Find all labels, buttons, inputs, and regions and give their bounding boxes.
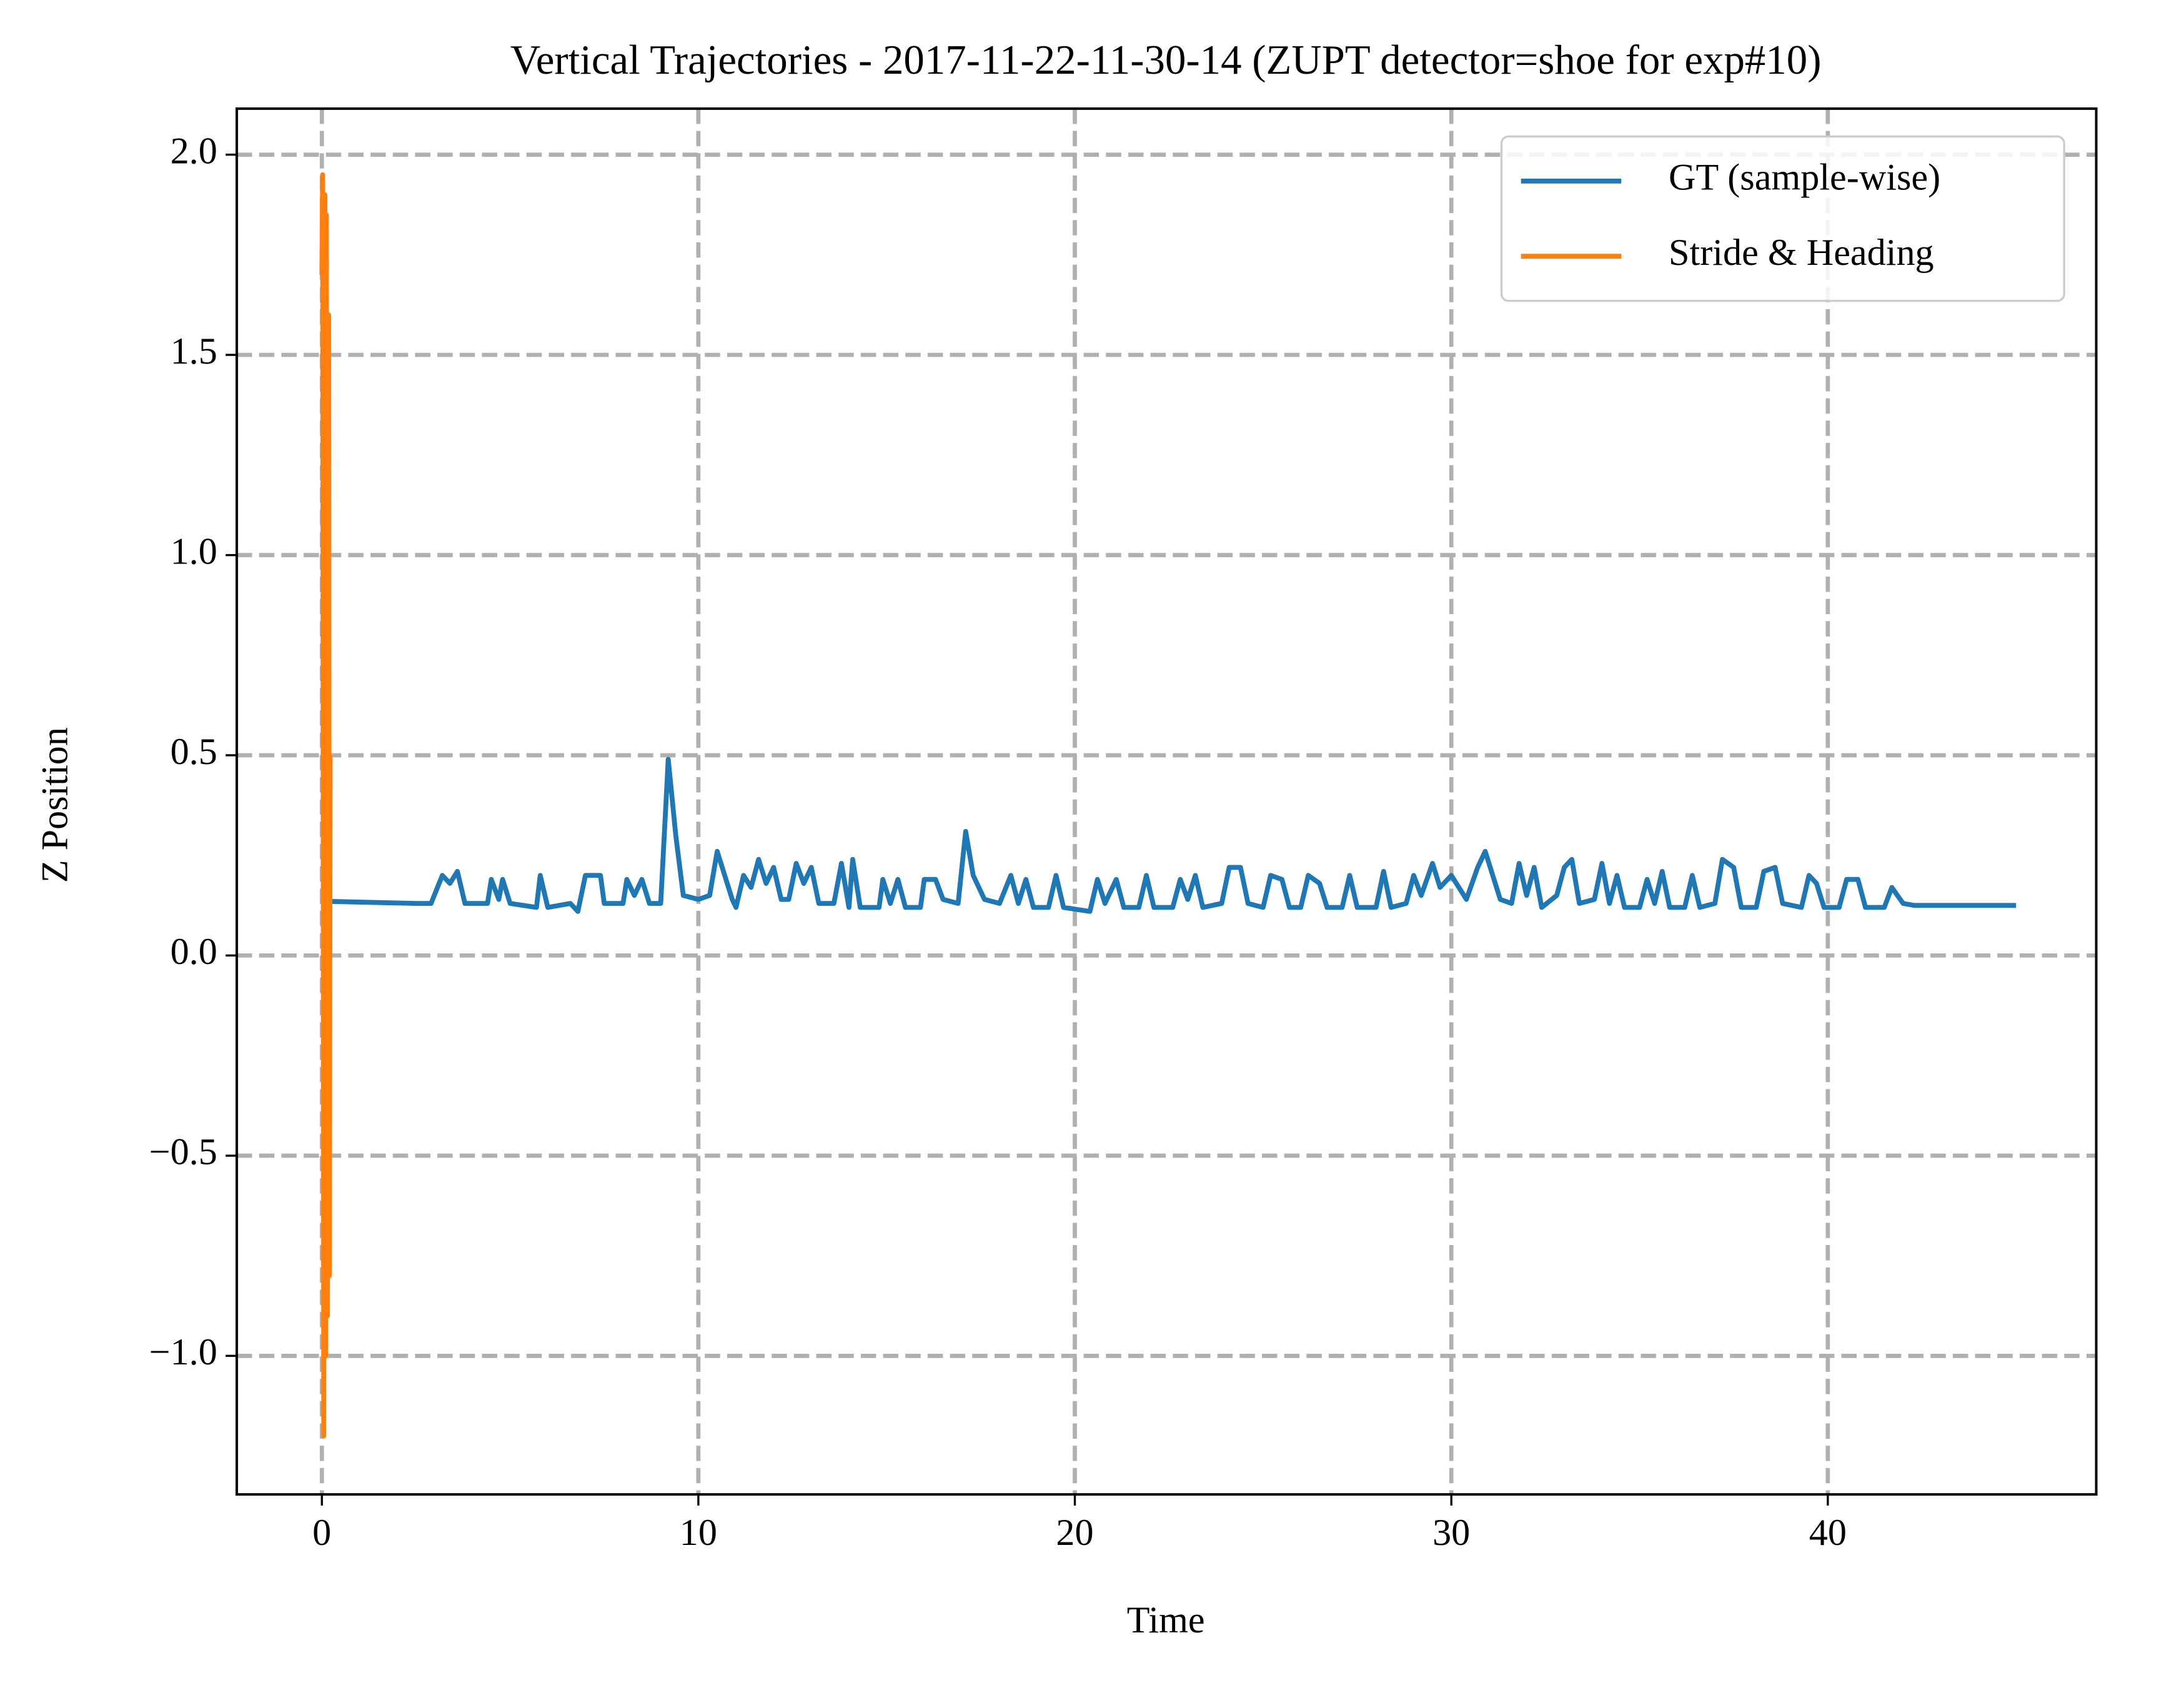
x-tick-label: 30 xyxy=(1432,1512,1470,1554)
y-axis-label: Z Position xyxy=(34,727,76,883)
x-tick-label: 40 xyxy=(1809,1512,1847,1554)
x-tick-label: 0 xyxy=(312,1512,331,1554)
x-axis-label: Time xyxy=(1127,1599,1205,1641)
series-line xyxy=(319,172,333,1439)
x-tick-label: 20 xyxy=(1056,1512,1093,1554)
legend-label: GT (sample-wise) xyxy=(1669,157,1940,199)
legend-box xyxy=(1500,135,2065,302)
x-tick-label: 10 xyxy=(680,1512,717,1554)
y-tick-label: 0.0 xyxy=(171,931,217,973)
y-tick-label: −1.0 xyxy=(149,1331,217,1373)
chart-title: Vertical Trajectories - 2017-11-22-11-30… xyxy=(510,37,1822,83)
y-tick-label: 1.5 xyxy=(171,330,217,372)
plot-frame xyxy=(236,107,2098,1496)
y-tick-label: 1.0 xyxy=(171,530,217,572)
series-line xyxy=(331,757,2017,914)
y-tick-label: 2.0 xyxy=(171,130,217,172)
y-tick-label: 0.5 xyxy=(171,731,217,773)
legend-label: Stride & Heading xyxy=(1669,232,1934,274)
y-tick-label: −0.5 xyxy=(149,1131,217,1173)
